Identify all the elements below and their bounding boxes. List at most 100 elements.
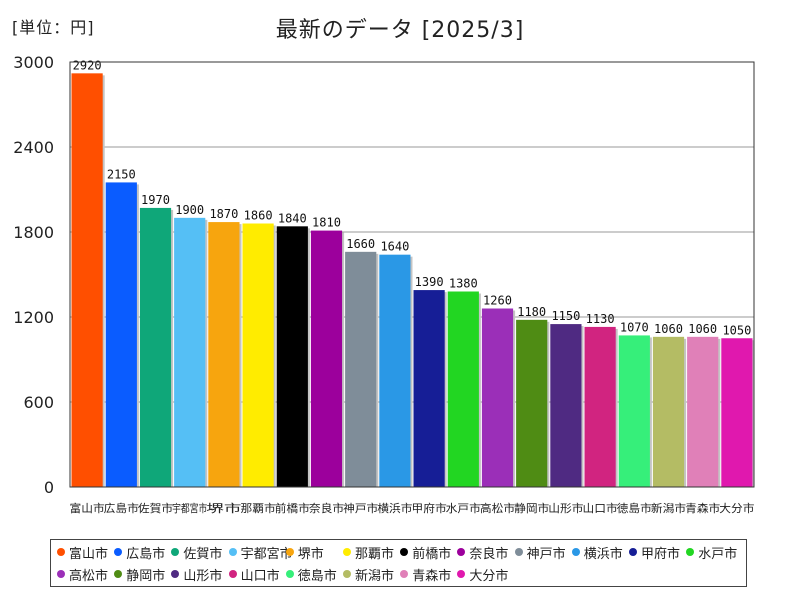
y-tick-label: 2400: [13, 138, 54, 157]
x-tick-label: 佐賀市: [138, 501, 173, 515]
legend-item: 徳島市: [285, 564, 337, 584]
legend-label: 山口市: [240, 568, 280, 584]
x-tick-label: 奈良市: [309, 501, 344, 515]
legend-item: 奈良市: [457, 542, 508, 562]
data-label: 1070: [620, 320, 649, 334]
y-tick-label: 1200: [13, 308, 54, 327]
data-label: 1810: [312, 216, 341, 230]
legend-swatch: [228, 570, 237, 578]
legend-item: 那覇市: [343, 542, 394, 562]
legend-item: 青森市: [400, 564, 451, 584]
x-tick-label: 堺市: [206, 501, 241, 515]
legend-label: 奈良市: [469, 546, 509, 562]
x-tick-label: 新潟市: [651, 501, 686, 515]
x-tick-label: 前橋市: [275, 501, 310, 515]
x-tick-label: 徳島市: [617, 501, 652, 515]
data-label: 1840: [278, 211, 307, 225]
x-tick-label: 大分市: [719, 501, 754, 515]
data-label: 1060: [688, 322, 717, 336]
legend-label: 甲府市: [641, 546, 681, 562]
legend-item: 広島市: [114, 542, 165, 562]
x-tick-label: 甲府市: [412, 501, 447, 515]
legend-label: 新潟市: [355, 568, 395, 584]
bar: [618, 335, 650, 487]
data-labels: 2920 2150 1970 1900 1870 1860 1840 1810 1660 1640…: [73, 58, 752, 337]
legend-swatch: [343, 548, 351, 556]
y-tick-label: 3000: [13, 53, 54, 72]
legend-swatch: [514, 548, 523, 556]
data-label: 1660: [346, 237, 375, 251]
data-label: 1640: [380, 240, 409, 254]
legend-item: 佐賀市: [171, 542, 222, 562]
bar: [652, 336, 685, 487]
legend-item: 堺市: [285, 542, 324, 562]
x-tick-label: 宇都宮市: [172, 501, 207, 515]
x-tick-label: 高松市: [480, 501, 515, 515]
legend-label: 堺市: [297, 546, 324, 562]
bar: [242, 223, 274, 487]
x-tick-label: 青森市: [685, 501, 720, 515]
legend-item: 大分市: [457, 564, 508, 584]
data-label: 1860: [244, 209, 273, 223]
legend-swatch: [228, 548, 237, 556]
legend-label: 山形市: [183, 568, 223, 584]
legend-label: 大分市: [469, 568, 509, 584]
legend-label: 広島市: [126, 546, 166, 562]
legend-swatch: [285, 570, 294, 578]
legend-swatch: [686, 548, 695, 556]
legend-swatch: [171, 548, 180, 556]
legend-swatch: [57, 570, 65, 578]
x-tick-label: 横浜市: [377, 501, 412, 515]
legend-swatch: [285, 548, 294, 556]
legend-swatch: [629, 548, 637, 556]
data-label: 2920: [73, 58, 102, 72]
bar: [310, 230, 343, 488]
data-label: 1050: [722, 323, 751, 337]
bar: [139, 207, 172, 487]
bar: [276, 226, 308, 488]
legend-label: 水戸市: [698, 546, 738, 562]
legend-item: 甲府市: [629, 542, 680, 562]
data-label: 1180: [517, 305, 546, 319]
legend-swatch: [114, 548, 123, 556]
legend-swatch: [400, 570, 409, 578]
legend-item: 前橋市: [400, 542, 451, 562]
x-tick-label: 静岡市: [514, 501, 549, 515]
bar: [584, 326, 616, 487]
data-label: 1390: [415, 275, 444, 289]
y-tick-label: 0: [44, 478, 54, 497]
legend-label: 徳島市: [297, 568, 337, 584]
legend-label: 高松市: [69, 568, 109, 584]
legend-swatch: [171, 570, 180, 578]
legend-label: 那覇市: [355, 546, 395, 562]
legend-item: 横浜市: [571, 542, 623, 562]
bar: [687, 336, 719, 487]
data-label: 2150: [107, 167, 136, 181]
legend-label: 前橋市: [412, 546, 452, 562]
legend-label: 神戸市: [526, 546, 566, 562]
legend-item: 水戸市: [686, 542, 737, 562]
data-label: 1060: [654, 322, 683, 336]
legend-swatch: [400, 548, 409, 556]
data-label: 1130: [586, 312, 615, 326]
legend-label: 富山市: [69, 546, 109, 562]
legend-swatch: [114, 570, 123, 578]
legend-swatch: [571, 548, 580, 556]
legend-label: 青森市: [412, 568, 452, 584]
bar: [481, 308, 514, 487]
x-axis-tick-labels: 富山市 広島市 佐賀市 宇都宮市堺市 那覇市 前橋市 奈良市 神戸市 横浜市 甲府市 水戸市 高松市静…: [70, 501, 755, 515]
data-label: 1900: [175, 203, 204, 217]
x-tick-label: 山形市: [548, 501, 583, 515]
bar: [516, 319, 548, 487]
data-label: 1870: [209, 207, 238, 221]
bar: [174, 217, 206, 488]
legend-label: 静岡市: [126, 568, 166, 584]
x-tick-label: 神戸市: [343, 501, 378, 515]
legend-label: 佐賀市: [183, 546, 223, 562]
legend-item: 神戸市: [514, 542, 566, 562]
bar: [721, 338, 753, 487]
bar: [208, 222, 240, 488]
y-axis-ticks: 0 600 1200 1800 2400 3000: [13, 53, 54, 497]
chart-title: 最新のデータ [2025/3]: [275, 18, 525, 43]
